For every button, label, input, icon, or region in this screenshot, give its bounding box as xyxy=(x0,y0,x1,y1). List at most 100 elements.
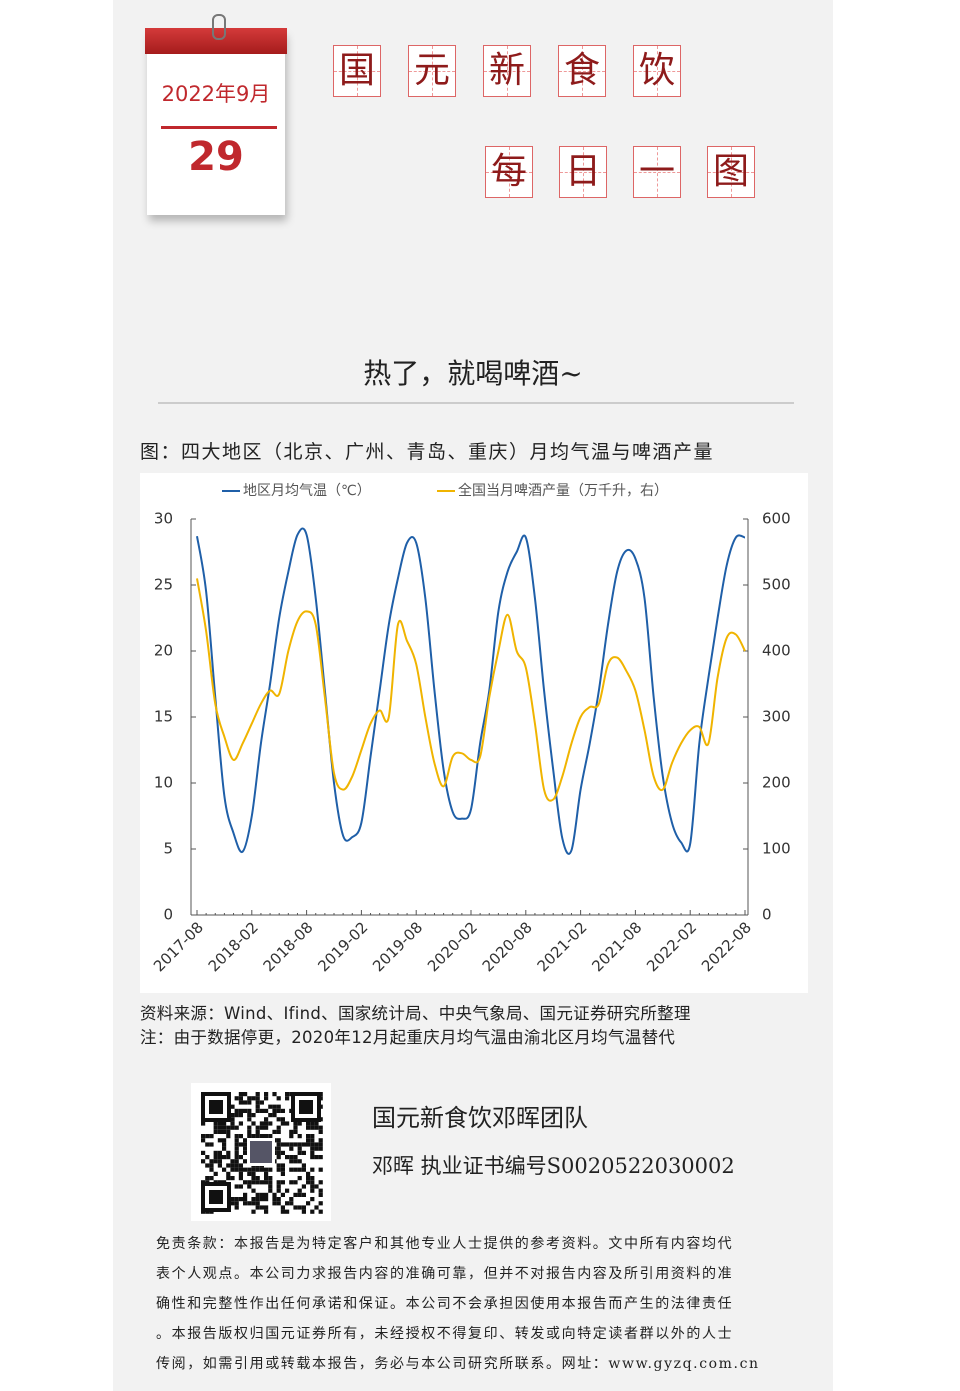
qr-module xyxy=(217,1163,222,1168)
qr-module xyxy=(217,1121,222,1126)
qr-module xyxy=(243,1138,248,1143)
qr-module xyxy=(310,1167,315,1172)
qr-module xyxy=(318,1180,323,1185)
qr-module xyxy=(280,1205,285,1210)
qr-module xyxy=(268,1121,273,1126)
qr-module xyxy=(259,1100,264,1105)
qr-module xyxy=(230,1176,235,1181)
qr-module xyxy=(238,1121,243,1126)
qr-module xyxy=(285,1121,290,1126)
qr-module xyxy=(268,1184,273,1189)
qr-module xyxy=(289,1159,294,1164)
qr-module xyxy=(234,1134,239,1139)
title-char: 每 xyxy=(490,151,527,192)
y-tick-label: 25 xyxy=(154,576,173,594)
qr-module xyxy=(318,1125,323,1130)
qr-module xyxy=(230,1121,235,1126)
qr-module xyxy=(314,1121,319,1126)
qr-module xyxy=(276,1150,281,1155)
qr-module xyxy=(251,1176,256,1181)
qr-module xyxy=(264,1197,269,1202)
qr-module xyxy=(217,1159,222,1164)
qr-module xyxy=(289,1167,294,1172)
qr-module xyxy=(251,1197,256,1202)
y-tick-label: 0 xyxy=(163,906,173,924)
qr-module xyxy=(247,1108,252,1113)
qr-module xyxy=(314,1146,319,1151)
qr-module xyxy=(297,1150,302,1155)
qr-module xyxy=(247,1100,252,1105)
qr-module xyxy=(259,1180,264,1185)
qr-module xyxy=(289,1197,294,1202)
qr-module xyxy=(293,1167,298,1172)
qr-module xyxy=(238,1100,243,1105)
qr-module xyxy=(297,1121,302,1126)
qr-module xyxy=(247,1125,252,1130)
qr-module xyxy=(310,1134,315,1139)
x-tick-label: 2020-02 xyxy=(424,918,481,975)
qr-module xyxy=(264,1108,269,1113)
qr-module xyxy=(276,1129,281,1134)
qr-module xyxy=(289,1146,294,1151)
qr-module xyxy=(314,1142,319,1147)
qr-module xyxy=(230,1163,235,1168)
series-line xyxy=(196,578,746,802)
qr-module xyxy=(255,1134,260,1139)
qr-module xyxy=(255,1205,260,1210)
qr-module xyxy=(297,1188,302,1193)
qr-module xyxy=(247,1171,252,1176)
qr-module xyxy=(205,1134,210,1139)
qr-module xyxy=(259,1108,264,1113)
qr-module xyxy=(289,1201,294,1206)
qr-module xyxy=(234,1167,239,1172)
qr-module xyxy=(318,1167,323,1172)
title-char-box: 国 xyxy=(333,45,381,97)
qr-module xyxy=(314,1155,319,1160)
qr-module xyxy=(297,1134,302,1139)
qr-module xyxy=(310,1176,315,1181)
qr-module xyxy=(213,1125,218,1130)
qr-module xyxy=(280,1180,285,1185)
x-tick-label: 2020-08 xyxy=(479,918,536,975)
qr-module xyxy=(259,1205,264,1210)
qr-module xyxy=(276,1138,281,1143)
disclaimer-line: 传阅，如需引用或转载本报告，务必与本公司研究所联系。网址：www.gyzq.co… xyxy=(156,1356,760,1372)
qr-module xyxy=(280,1142,285,1147)
qr-module xyxy=(293,1121,298,1126)
qr-module xyxy=(276,1146,281,1151)
chart-caption: 图：四大地区（北京、广州、青岛、重庆）月均气温与啤酒产量 xyxy=(140,441,715,463)
qr-module xyxy=(306,1125,311,1130)
qr-module xyxy=(289,1142,294,1147)
qr-module xyxy=(272,1201,277,1206)
y2-tick-label: 100 xyxy=(762,840,791,858)
qr-module xyxy=(276,1167,281,1172)
qr-module xyxy=(247,1096,252,1101)
qr-module xyxy=(272,1113,277,1118)
y2-tick-label: 0 xyxy=(762,906,772,924)
qr-module xyxy=(297,1176,302,1181)
qr-module xyxy=(301,1205,306,1210)
team-license: 邓晖 执业证书编号S0020522030002 xyxy=(372,1154,735,1178)
qr-module xyxy=(264,1171,269,1176)
qr-module xyxy=(255,1129,260,1134)
qr-module xyxy=(201,1159,206,1164)
qr-module xyxy=(276,1096,281,1101)
qr-module xyxy=(251,1167,256,1172)
qr-module xyxy=(251,1121,256,1126)
qr-module xyxy=(222,1155,227,1160)
qr-module xyxy=(272,1092,277,1097)
title-char-box: 新 xyxy=(483,45,531,97)
qr-module xyxy=(293,1155,298,1160)
qr-module xyxy=(268,1167,273,1172)
qr-module xyxy=(306,1142,311,1147)
qr-module xyxy=(293,1205,298,1210)
qr-module xyxy=(318,1142,323,1147)
qr-module xyxy=(318,1188,323,1193)
disclaimer-line: 表个人观点。本公司力求报告内容的准确可靠，但并不对报告内容及所引用资料的准 xyxy=(156,1266,734,1282)
qr-module xyxy=(297,1205,302,1210)
qr-module xyxy=(238,1184,243,1189)
qr-module xyxy=(318,1129,323,1134)
y2-tick-label: 300 xyxy=(762,708,791,726)
qr-module xyxy=(289,1134,294,1139)
